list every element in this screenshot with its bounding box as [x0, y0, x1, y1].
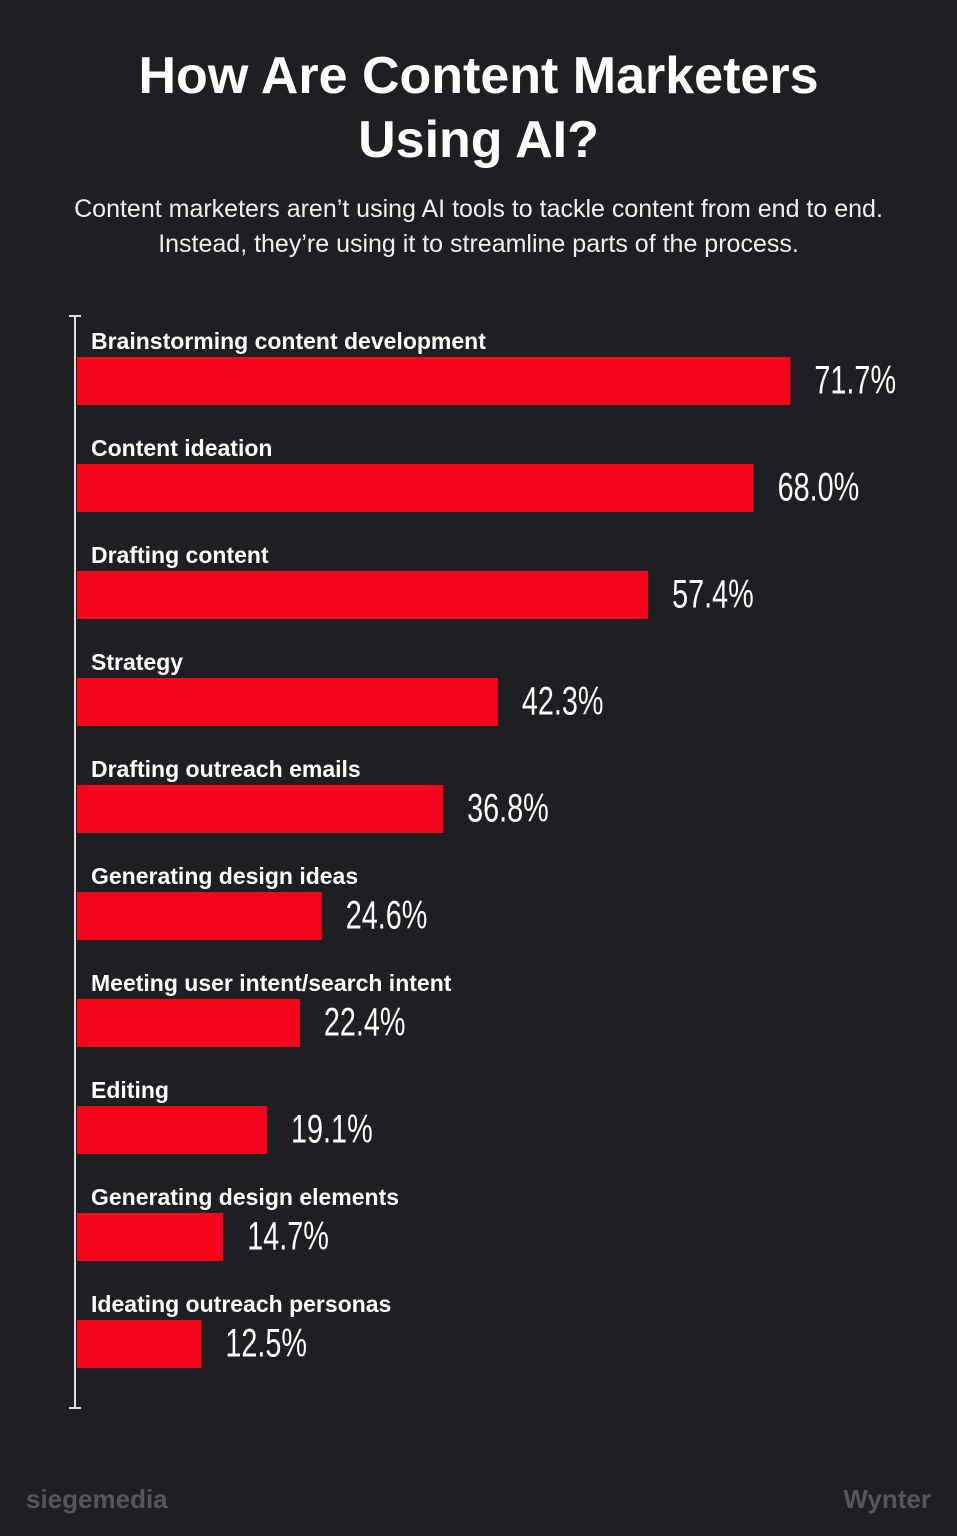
bar	[77, 785, 444, 833]
category-label: Strategy	[91, 649, 183, 675]
bar	[77, 571, 649, 619]
value-label: 24.6%	[346, 893, 428, 938]
bar	[77, 678, 498, 726]
category-label: Editing	[91, 1077, 169, 1103]
value-label: 68.0%	[778, 465, 860, 510]
category-label: Ideating outreach personas	[91, 1291, 391, 1317]
logo: siegemedia	[26, 1484, 168, 1514]
category-label: Drafting outreach emails	[91, 756, 361, 782]
value-label: 71.7%	[814, 358, 896, 403]
bar	[77, 892, 322, 940]
chart-subtitle: Content marketers aren’t using AI tools …	[74, 195, 883, 258]
value-label: 42.3%	[522, 679, 604, 724]
chart-title: How Are Content Marketers Using AI?	[138, 47, 819, 169]
bar	[77, 357, 791, 405]
category-label: Generating design elements	[91, 1184, 399, 1210]
bar	[77, 1106, 268, 1154]
bar	[77, 1320, 202, 1368]
category-label: Drafting content	[91, 542, 269, 568]
value-label: 12.5%	[225, 1321, 307, 1366]
value-label: 19.1%	[291, 1107, 373, 1152]
value-label: 22.4%	[324, 1000, 406, 1045]
category-label: Generating design ideas	[91, 863, 358, 889]
category-label: Meeting user intent/search intent	[91, 970, 452, 996]
chart: Brainstorming content development 71.7% Co…	[69, 315, 896, 1409]
bar	[77, 999, 300, 1047]
bar	[77, 1213, 224, 1261]
bar	[77, 464, 754, 512]
logo: Wynter	[843, 1484, 931, 1514]
category-label: Brainstorming content development	[91, 328, 486, 354]
value-label: 57.4%	[672, 572, 754, 617]
value-label: 14.7%	[247, 1214, 329, 1259]
category-label: Content ideation	[91, 435, 272, 461]
value-label: 36.8%	[467, 786, 549, 831]
